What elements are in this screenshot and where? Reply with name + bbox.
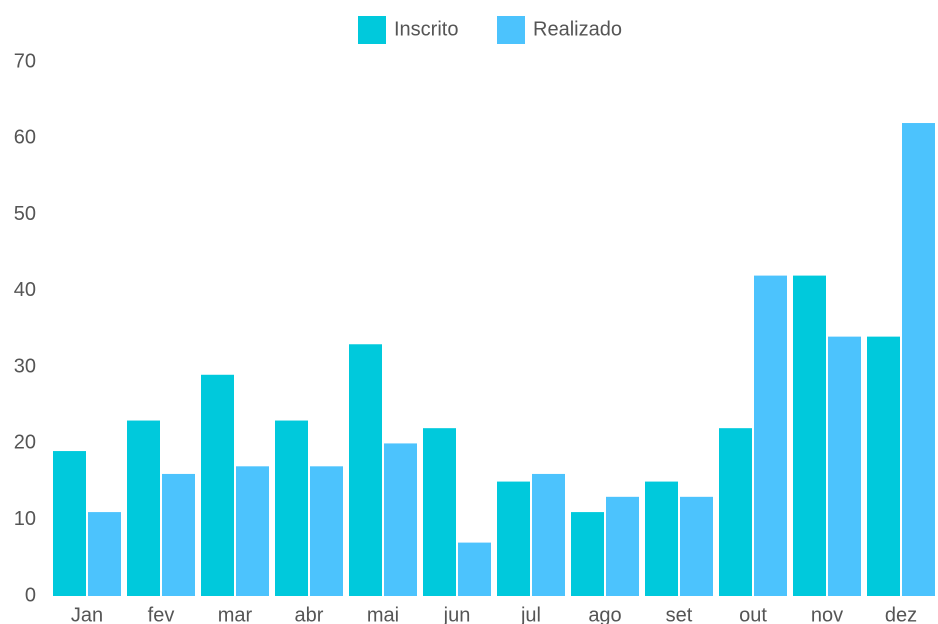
legend-swatch <box>358 16 386 44</box>
y-tick-label: 30 <box>14 355 36 377</box>
bar <box>719 428 752 596</box>
bar <box>793 275 826 596</box>
x-tick-label: ago <box>588 604 621 624</box>
x-tick-label: out <box>739 604 767 624</box>
bar <box>532 473 565 596</box>
y-tick-label: 60 <box>14 127 36 149</box>
bar <box>53 451 86 596</box>
y-tick-label: 40 <box>14 279 36 301</box>
legend-swatch <box>497 16 525 44</box>
legend-label: Realizado <box>533 18 622 40</box>
y-tick-label: 70 <box>14 50 36 72</box>
y-tick-label: 10 <box>14 508 36 530</box>
x-tick-label: set <box>666 604 693 624</box>
y-tick-label: 20 <box>14 432 36 454</box>
x-tick-label: jun <box>443 604 471 624</box>
y-tick-label: 0 <box>25 584 36 606</box>
bar <box>423 428 456 596</box>
bar <box>88 512 121 596</box>
x-tick-label: Jan <box>71 604 103 624</box>
bar <box>310 466 343 596</box>
bar <box>828 336 861 596</box>
x-tick-label: nov <box>811 604 843 624</box>
bar <box>497 481 530 596</box>
x-tick-label: jul <box>520 604 541 624</box>
bar <box>571 512 604 596</box>
bar <box>127 420 160 596</box>
bar <box>236 466 269 596</box>
bar <box>645 481 678 596</box>
x-tick-label: mai <box>367 604 399 624</box>
bar <box>606 496 639 596</box>
bar <box>349 344 382 596</box>
bar <box>867 336 900 596</box>
x-tick-label: abr <box>295 604 324 624</box>
bar <box>680 496 713 596</box>
bar <box>902 123 935 597</box>
legend-label: Inscrito <box>394 18 458 40</box>
bar <box>201 374 234 596</box>
x-tick-label: dez <box>885 604 917 624</box>
bar <box>458 542 491 596</box>
bar <box>384 443 417 596</box>
bar <box>162 473 195 596</box>
bar <box>754 275 787 596</box>
bar <box>275 420 308 596</box>
x-tick-label: fev <box>148 604 175 624</box>
x-tick-label: mar <box>218 604 253 624</box>
y-tick-label: 50 <box>14 203 36 225</box>
